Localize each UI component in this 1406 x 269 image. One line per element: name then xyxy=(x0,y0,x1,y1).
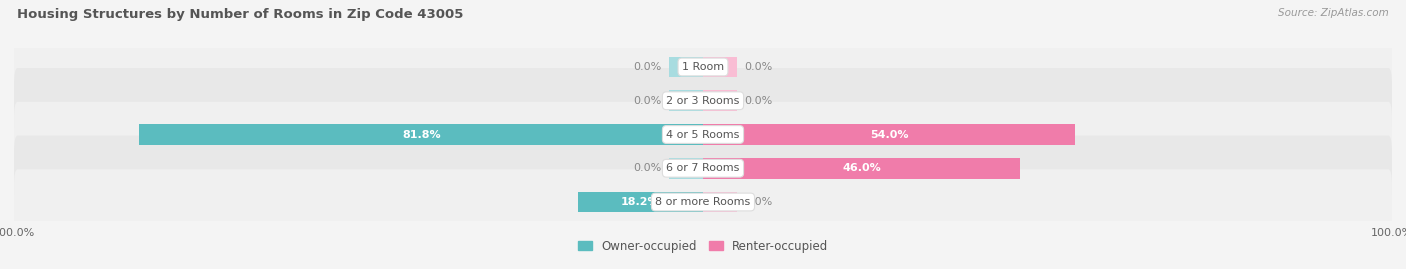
FancyBboxPatch shape xyxy=(14,34,1392,100)
Bar xyxy=(703,56,738,77)
Text: 0.0%: 0.0% xyxy=(634,96,662,106)
Text: 0.0%: 0.0% xyxy=(744,197,772,207)
Bar xyxy=(703,192,738,213)
Bar xyxy=(669,90,703,111)
Text: 0.0%: 0.0% xyxy=(744,62,772,72)
Text: 1 Room: 1 Room xyxy=(682,62,724,72)
Text: 54.0%: 54.0% xyxy=(870,129,908,140)
Text: 46.0%: 46.0% xyxy=(842,163,880,173)
Text: Housing Structures by Number of Rooms in Zip Code 43005: Housing Structures by Number of Rooms in… xyxy=(17,8,463,21)
Bar xyxy=(669,56,703,77)
Text: 18.2%: 18.2% xyxy=(621,197,659,207)
Text: Source: ZipAtlas.com: Source: ZipAtlas.com xyxy=(1278,8,1389,18)
Bar xyxy=(703,90,738,111)
Legend: Owner-occupied, Renter-occupied: Owner-occupied, Renter-occupied xyxy=(578,240,828,253)
Text: 0.0%: 0.0% xyxy=(634,62,662,72)
Bar xyxy=(669,158,703,179)
FancyBboxPatch shape xyxy=(14,68,1392,133)
Text: 8 or more Rooms: 8 or more Rooms xyxy=(655,197,751,207)
Text: 4 or 5 Rooms: 4 or 5 Rooms xyxy=(666,129,740,140)
Bar xyxy=(578,192,703,213)
Bar xyxy=(703,158,1019,179)
FancyBboxPatch shape xyxy=(14,169,1392,235)
Bar xyxy=(703,124,1076,145)
Text: 0.0%: 0.0% xyxy=(634,163,662,173)
Text: 81.8%: 81.8% xyxy=(402,129,440,140)
FancyBboxPatch shape xyxy=(14,136,1392,201)
Text: 0.0%: 0.0% xyxy=(744,96,772,106)
FancyBboxPatch shape xyxy=(14,102,1392,167)
Text: 6 or 7 Rooms: 6 or 7 Rooms xyxy=(666,163,740,173)
Text: 2 or 3 Rooms: 2 or 3 Rooms xyxy=(666,96,740,106)
Bar xyxy=(139,124,703,145)
